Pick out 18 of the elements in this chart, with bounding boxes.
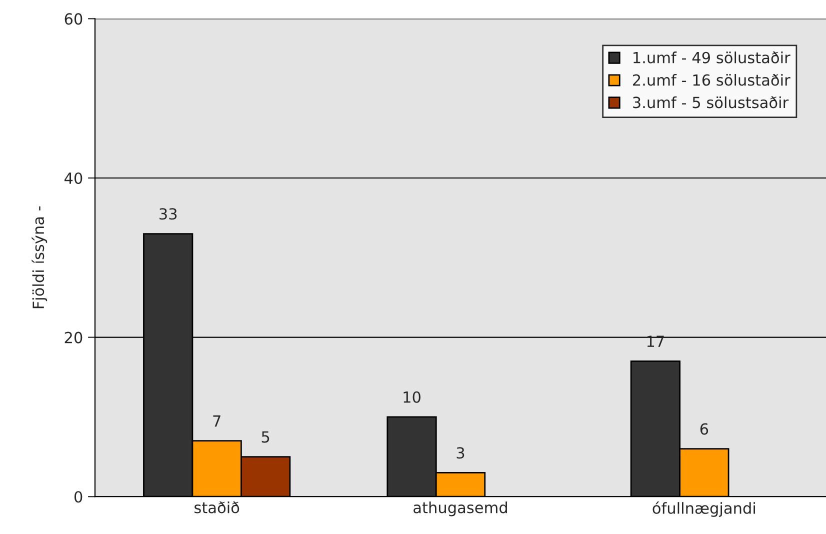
x-tick-label: athugasemd	[414, 501, 507, 516]
data-label: 17	[647, 336, 664, 347]
data-label: 5	[262, 431, 270, 443]
y-axis-title: Fjöldi íssýna -	[32, 206, 48, 308]
legend-label: 2.umf - 16 sölustaðir	[632, 74, 790, 86]
legend-label: 1.umf - 49 sölustaðir	[634, 52, 790, 64]
y-tick-label: 20	[64, 332, 82, 344]
data-label: 3	[456, 447, 464, 459]
x-tick-label: ófullnægjandi	[652, 501, 755, 517]
data-label: 7	[213, 415, 220, 427]
data-label: 33	[160, 208, 177, 220]
y-tick-label: 40	[64, 172, 82, 184]
y-tick-label: 0	[74, 491, 82, 503]
y-tick-label: 60	[64, 13, 82, 25]
data-label: 10	[404, 391, 420, 403]
data-label: 6	[700, 423, 708, 435]
x-tick-label: staðið	[194, 501, 240, 514]
legend-label: 3.umf - 5 sölustsaðir	[633, 96, 789, 108]
